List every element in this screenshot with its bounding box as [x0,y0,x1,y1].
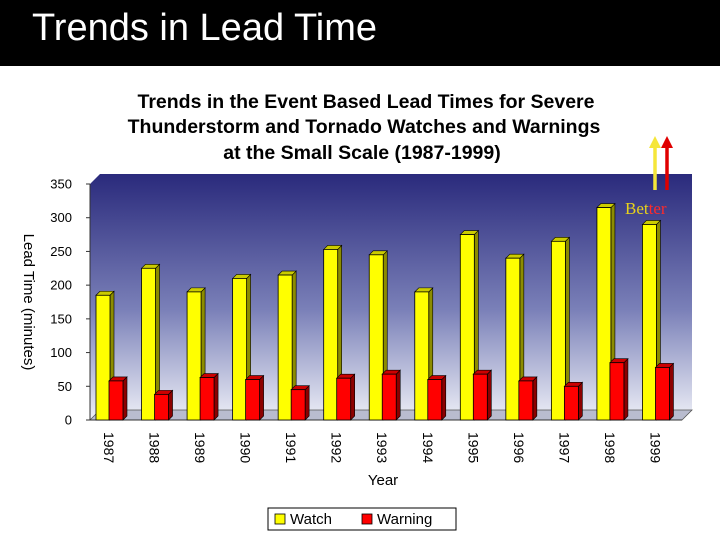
warning-bar-1988 [153,389,174,421]
warning-bar-1993 [381,369,401,421]
warning-bar-1992 [335,373,356,421]
better-label: Better [625,199,667,218]
x-tick-label-1993: 1993 [374,432,390,463]
y-axis-label: Lead Time (minutes) [20,234,37,371]
warning-bar-1994 [427,374,447,421]
x-tick-label-1996: 1996 [511,432,527,463]
warning-bar-1987 [108,376,128,421]
warning-bar-1996 [518,376,538,421]
x-tick-label-1997: 1997 [556,432,572,463]
warning-bar-1990 [244,374,265,421]
y-tick-label: 350 [50,177,72,192]
warning-bar-1991 [290,384,310,421]
red-up-arrow-icon [661,136,673,190]
y-tick-label: 0 [65,413,72,428]
lead-time-chart: Trends in the Event Based Lead Times for… [20,91,693,531]
y-tick-label: 50 [58,379,72,394]
x-tick-label-1991: 1991 [283,432,299,463]
legend-label-warning: Warning [377,511,432,528]
x-tick-label-1987: 1987 [101,432,117,463]
x-tick-label-1988: 1988 [147,432,163,463]
better-annotation: Better [625,136,673,218]
warning-bar-1998 [609,357,629,421]
x-tick-label-1995: 1995 [465,432,481,463]
x-tick-label-1990: 1990 [238,432,254,463]
better-label-part-2: ter [649,199,667,218]
y-tick-label: 100 [50,345,72,360]
y-axis-ticks: 0 50 100 150 200 250 300 350 [50,177,90,428]
warning-bar-1989 [199,372,219,421]
warning-bar-1997 [563,381,584,421]
bars [95,202,675,421]
chart-title-line-3: at the Small Scale (1987-1999) [223,142,501,164]
x-axis-ticks: 1987 1988 1989 1990 1991 1992 1993 1994 1995 1996… [101,432,663,463]
y-tick-label: 150 [50,311,72,326]
chart-panel: Trends in the Event Based Lead Times for… [0,66,720,540]
warning-bar-1999 [654,362,675,421]
legend-swatch-warning [361,513,373,525]
legend-label-watch: Watch [290,511,332,528]
x-tick-label-1992: 1992 [329,432,345,463]
chart-title-line-1: Trends in the Event Based Lead Times for… [138,91,595,113]
legend-swatch-watch [274,513,286,525]
y-tick-label: 300 [50,210,72,225]
chart-title-line-2: Thunderstorm and Tornado Watches and War… [128,116,601,138]
x-axis-label: Year [368,472,398,489]
x-tick-label-1989: 1989 [192,432,208,463]
legend: Watch Warning [267,507,457,531]
x-tick-label-1994: 1994 [420,432,436,463]
y-tick-label: 250 [50,244,72,259]
up-arrow-icon [649,136,661,190]
watch-bar-1988 [140,263,161,421]
better-label-part-1: Bet [625,199,649,218]
slide-title: Trends in Lead Time [32,7,377,49]
x-tick-label-1999: 1999 [647,432,663,463]
x-tick-label-1998: 1998 [602,432,618,463]
watch-bar-1991 [277,270,297,421]
warning-bar-1995 [472,369,493,421]
y-tick-label: 200 [50,278,72,293]
